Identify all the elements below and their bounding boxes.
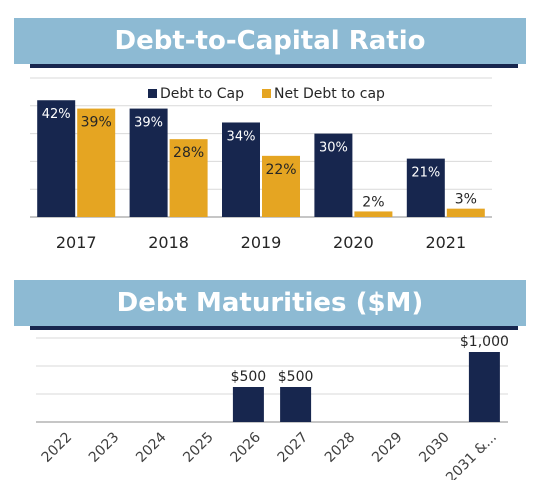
- debt-maturities-chart: $500 $500 $1,000 2022 2023 2024 2025 2026 2027 2…: [36, 334, 509, 480]
- bar-debt-to-cap: [129, 108, 168, 217]
- data-label: 21%: [411, 166, 440, 181]
- banner-shadow-bottom: [30, 322, 518, 330]
- legend-swatch: [262, 89, 271, 98]
- bar-net-debt-to-cap: [169, 139, 208, 217]
- bar-debt-to-cap: [314, 133, 353, 217]
- bar-debt-to-cap: [222, 122, 260, 217]
- chart-title-top: Debt-to-Capital Ratio: [114, 26, 426, 56]
- x-tick-label: 2030: [416, 429, 453, 466]
- x-tick-label: 2028: [322, 429, 359, 466]
- bar-net-debt-to-cap: [262, 155, 300, 217]
- chart-title-bottom: Debt Maturities ($M): [116, 288, 424, 318]
- x-tick-label: 2017: [56, 233, 97, 252]
- data-label: $1,000: [460, 334, 509, 350]
- data-label: 30%: [319, 141, 348, 156]
- bar-debt-to-cap: [37, 100, 76, 217]
- legend-swatch: [148, 89, 157, 98]
- data-label: 39%: [134, 116, 163, 131]
- data-label: $500: [231, 369, 267, 385]
- bar-maturity: [232, 387, 264, 422]
- x-tick-label: 2031 &...: [443, 429, 500, 480]
- legend-label: Net Debt to cap: [274, 86, 385, 102]
- bar-maturity: [468, 352, 500, 422]
- legend-label: Debt to Cap: [160, 86, 244, 102]
- data-label: 22%: [265, 162, 296, 178]
- data-label: 2%: [362, 194, 384, 210]
- x-tick-label: 2024: [133, 429, 170, 466]
- bar-debt-to-cap: [406, 158, 445, 217]
- x-tick-label: 2026: [227, 429, 264, 466]
- x-tick-label: 2025: [180, 429, 217, 466]
- data-label: 42%: [42, 107, 71, 122]
- x-tick-label: 2021: [425, 233, 466, 252]
- x-tick-label: 2019: [241, 233, 282, 252]
- banner-shadow-top: [30, 60, 518, 68]
- data-label: $500: [278, 369, 314, 385]
- bar-net-debt-to-cap: [446, 208, 485, 217]
- x-tick-label: 2027: [275, 429, 312, 466]
- x-tick-label: 2023: [86, 429, 123, 466]
- bar-net-debt-to-cap: [354, 211, 393, 217]
- debt-to-capital-chart: 42% 39% 39% 28% 34% 22% 30% 2% 21% 3% 2017 2018 201…: [30, 77, 492, 252]
- data-label: 39%: [81, 115, 112, 131]
- data-label: 34%: [227, 129, 256, 144]
- bar-net-debt-to-cap: [77, 108, 116, 217]
- data-label: 3%: [455, 192, 477, 208]
- bar-maturity: [280, 387, 312, 422]
- x-tick-label: 2020: [333, 233, 374, 252]
- x-tick-label: 2018: [148, 233, 189, 252]
- data-label: 28%: [173, 145, 204, 161]
- chart-title-banner-bottom: [14, 280, 526, 326]
- x-tick-label: 2022: [39, 429, 76, 466]
- x-tick-label: 2029: [369, 429, 406, 466]
- chart-title-banner-top: [14, 18, 526, 64]
